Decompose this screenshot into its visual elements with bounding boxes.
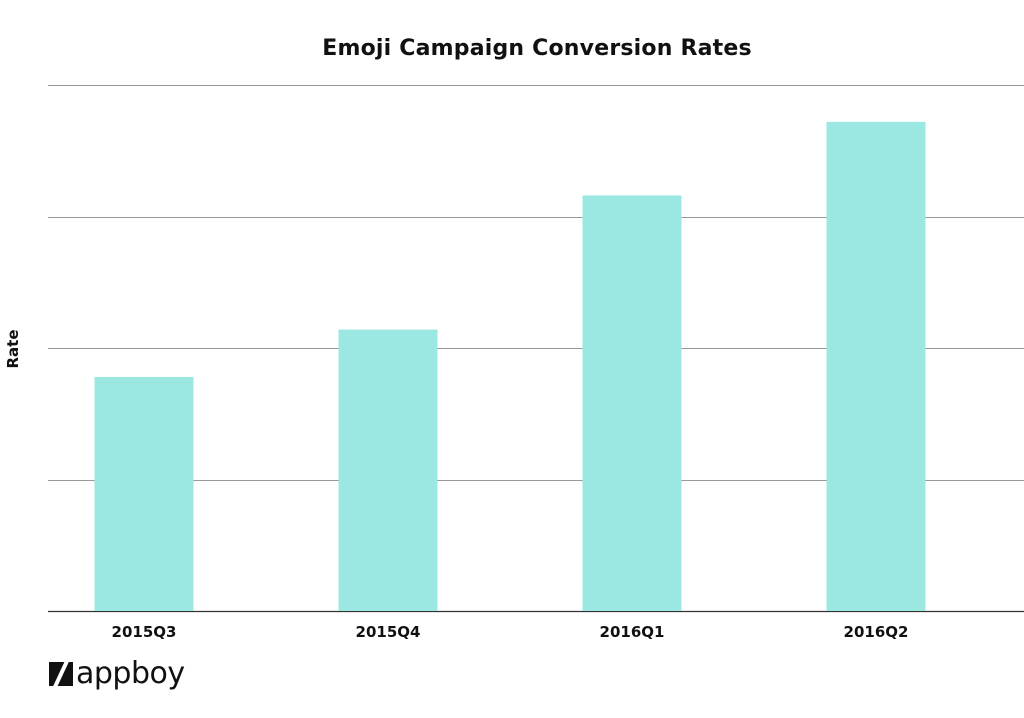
appboy-logo-text: appboy [76, 656, 185, 691]
bar-2016Q1 [582, 195, 682, 611]
appboy-logo: appboy [49, 656, 185, 692]
x-tick-label: 2016Q1 [600, 623, 665, 641]
appboy-logo-icon [49, 662, 73, 686]
x-tick-label: 2016Q2 [844, 623, 909, 641]
chart-title: Emoji Campaign Conversion Rates [322, 36, 752, 61]
bar-2015Q4 [338, 329, 438, 611]
x-tick-label: 2015Q4 [356, 623, 421, 641]
bar-2016Q2 [826, 121, 926, 611]
x-tick-label: 2015Q3 [112, 623, 177, 641]
bar-2015Q3 [94, 376, 194, 611]
